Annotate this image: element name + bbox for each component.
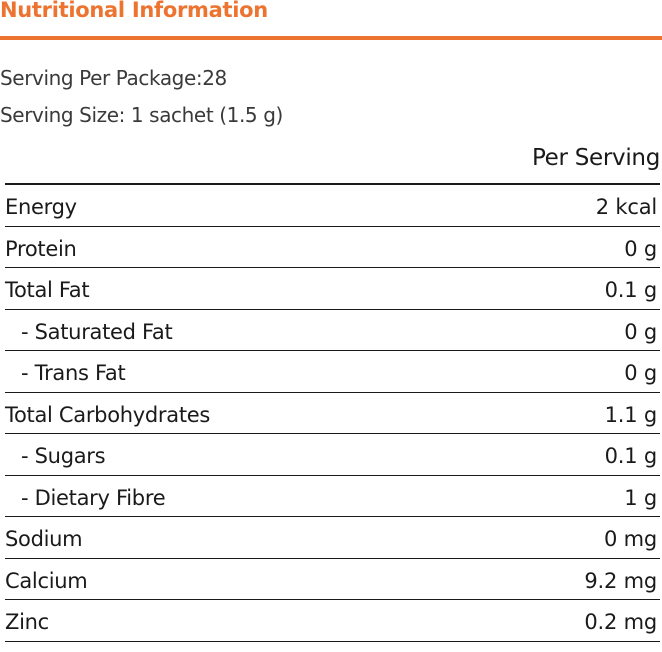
table-row-dietary-fibre: - Dietary Fibre 1 g	[5, 476, 660, 517]
nutrient-name: Protein	[5, 236, 77, 261]
nutrient-name: - Sugars	[21, 444, 106, 468]
nutrient-value: 0.2 mg	[584, 610, 657, 634]
nutrient-value: 2 kcal	[595, 195, 657, 219]
nutrient-name: Energy	[5, 195, 77, 219]
nutrient-value: 1.1 g	[604, 402, 658, 427]
nutrient-name: Calcium	[5, 568, 88, 593]
nutrient-value: 1 g	[624, 485, 657, 510]
nutrient-value: 0.1 g	[604, 278, 658, 302]
nutrient-name: - Trans Fat	[21, 361, 126, 385]
table-row-calcium: Calcium 9.2 mg	[5, 559, 660, 600]
nutrient-name: Sodium	[5, 527, 83, 551]
nutrient-name: - Saturated Fat	[21, 319, 173, 344]
nutrient-value: 0 mg	[603, 527, 657, 551]
table-row-saturated-fat: - Saturated Fat 0 g	[5, 310, 660, 351]
column-header-per-serving: Per Serving	[531, 145, 660, 171]
title-divider	[0, 36, 662, 40]
nutrient-name: - Dietary Fibre	[21, 485, 166, 510]
table-row-trans-fat: - Trans Fat 0 g	[5, 351, 660, 393]
table-row-zinc: Zinc 0.2 mg	[5, 600, 660, 642]
table-row-protein: Protein 0 g	[5, 227, 660, 268]
table-row-sodium: Sodium 0 mg	[5, 517, 660, 559]
nutrient-value: 0 g	[624, 319, 657, 344]
table-row-total-carbohydrates: Total Carbohydrates 1.1 g	[5, 393, 660, 434]
nutrient-value: 0 g	[624, 361, 657, 385]
table-row-total-fat: Total Fat 0.1 g	[5, 268, 660, 310]
servings-per-package: Serving Per Package:28	[0, 66, 227, 90]
nutrition-table: Energy 2 kcal Protein 0 g Total Fat 0.1 …	[5, 183, 660, 642]
table-row-sugars: - Sugars 0.1 g	[5, 434, 660, 476]
nutrient-name: Total Carbohydrates	[5, 402, 211, 427]
table-row-energy: Energy 2 kcal	[5, 185, 660, 227]
nutrient-value: 0.1 g	[604, 444, 658, 468]
page-title: Nutritional Information	[0, 0, 268, 22]
nutrient-name: Zinc	[5, 610, 49, 634]
nutrient-name: Total Fat	[5, 278, 90, 302]
nutrient-value: 0 g	[624, 236, 657, 261]
serving-size: Serving Size: 1 sachet (1.5 g)	[0, 103, 283, 127]
nutrient-value: 9.2 mg	[584, 568, 657, 593]
